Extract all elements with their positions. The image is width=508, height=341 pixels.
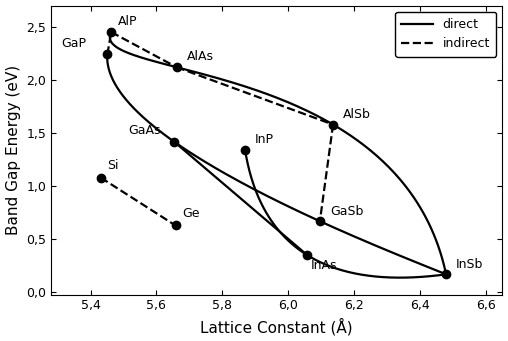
Y-axis label: Band Gap Energy (eV): Band Gap Energy (eV) xyxy=(6,65,20,235)
X-axis label: Lattice Constant (Å): Lattice Constant (Å) xyxy=(200,318,353,336)
Text: GaSb: GaSb xyxy=(330,205,363,218)
Text: InSb: InSb xyxy=(456,258,483,271)
Legend: direct, indirect: direct, indirect xyxy=(395,12,496,57)
Text: Si: Si xyxy=(107,159,119,172)
Text: Ge: Ge xyxy=(182,207,200,220)
Text: AlSb: AlSb xyxy=(343,108,371,121)
Text: AlAs: AlAs xyxy=(186,50,213,63)
Text: InAs: InAs xyxy=(311,259,337,272)
Text: AlP: AlP xyxy=(118,15,137,28)
Text: InP: InP xyxy=(255,133,274,146)
Text: GaAs: GaAs xyxy=(128,124,160,137)
Text: GaP: GaP xyxy=(61,37,86,50)
